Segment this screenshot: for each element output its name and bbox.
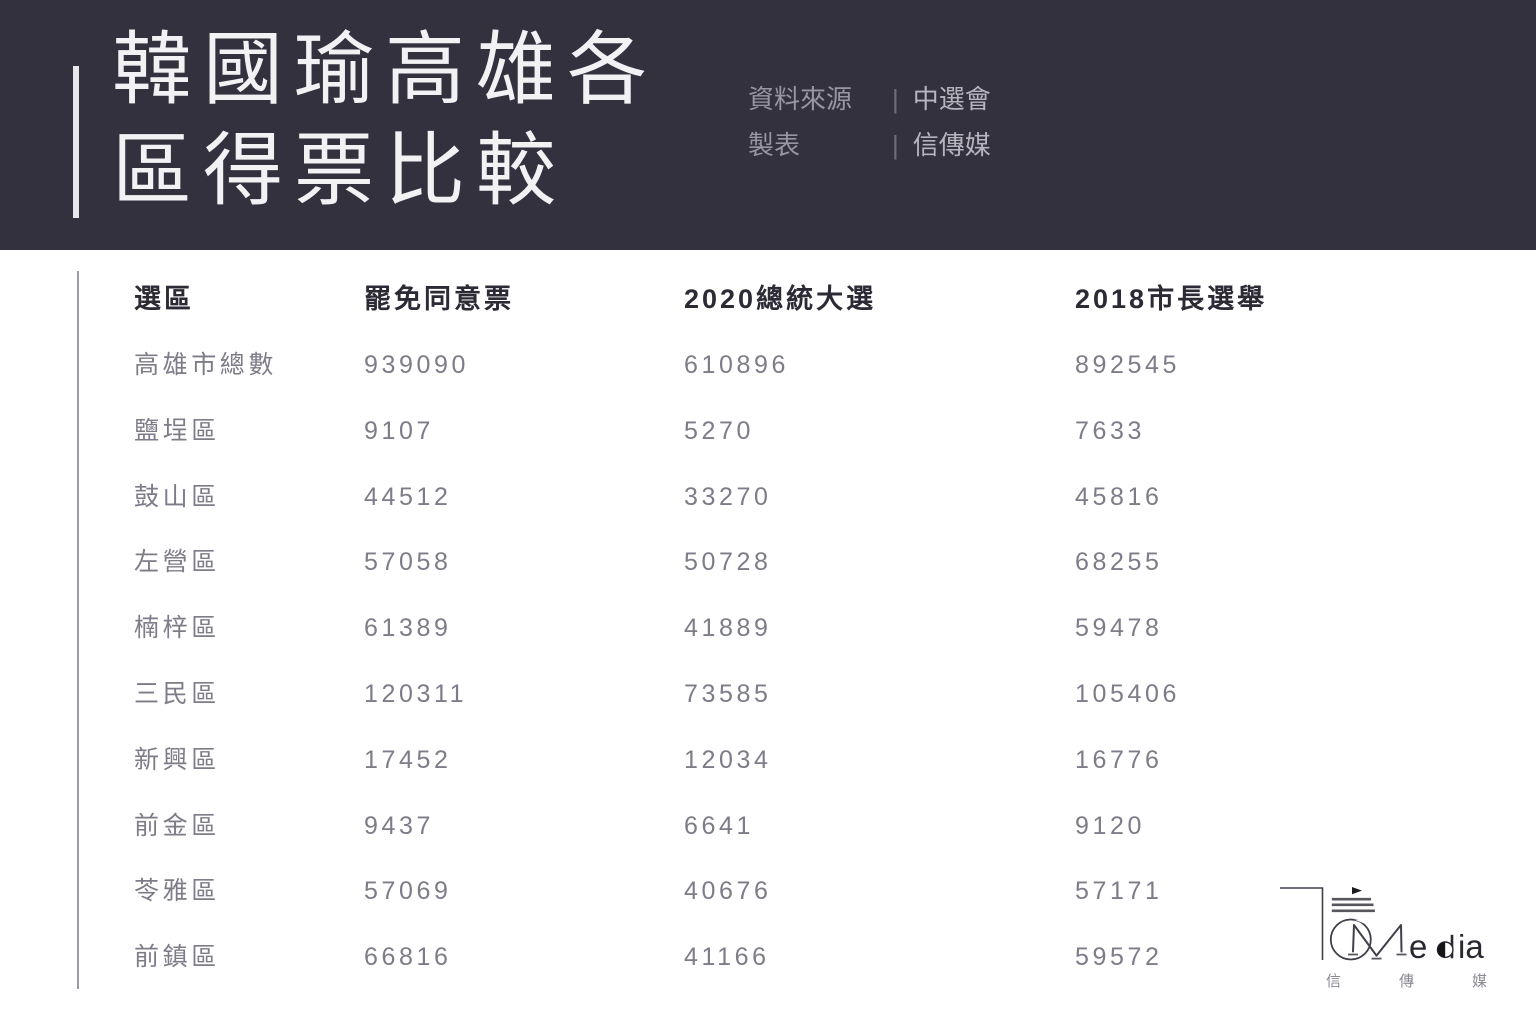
svg-text:ia: ia xyxy=(1458,928,1484,965)
svg-text:e: e xyxy=(1409,928,1427,965)
svg-text:信傳媒: 信傳媒 xyxy=(1326,973,1505,990)
